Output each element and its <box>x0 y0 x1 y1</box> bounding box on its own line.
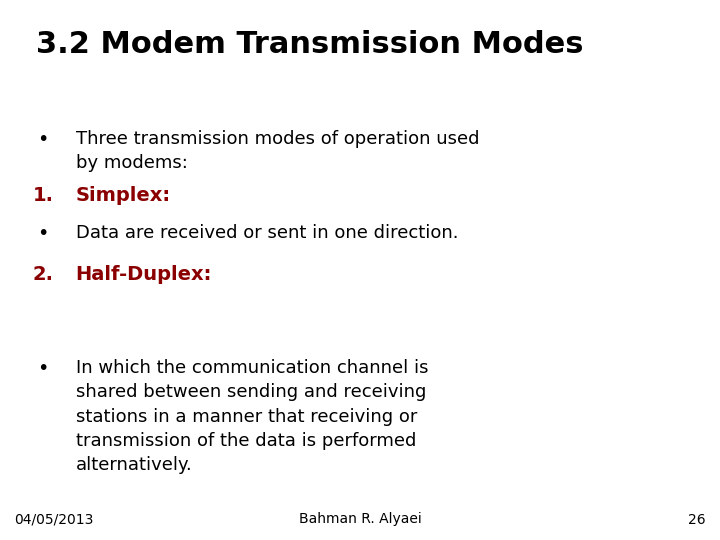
Text: 3.2 Modem Transmission Modes: 3.2 Modem Transmission Modes <box>36 30 583 59</box>
Text: Three transmission modes of operation used
by modems:: Three transmission modes of operation us… <box>76 130 479 172</box>
Text: •: • <box>37 224 49 243</box>
Text: Data are received or sent in one direction.: Data are received or sent in one directi… <box>76 224 458 242</box>
Text: Simplex:: Simplex: <box>76 186 171 205</box>
Text: Half-Duplex:: Half-Duplex: <box>76 265 212 284</box>
Text: 1.: 1. <box>32 186 53 205</box>
Text: In which the communication channel is
shared between sending and receiving
stati: In which the communication channel is sh… <box>76 359 428 474</box>
Text: •: • <box>37 359 49 378</box>
Text: 26: 26 <box>688 512 706 526</box>
Text: •: • <box>37 130 49 148</box>
Text: 04/05/2013: 04/05/2013 <box>14 512 94 526</box>
Text: Bahman R. Alyaei: Bahman R. Alyaei <box>299 512 421 526</box>
Text: 2.: 2. <box>32 265 53 284</box>
